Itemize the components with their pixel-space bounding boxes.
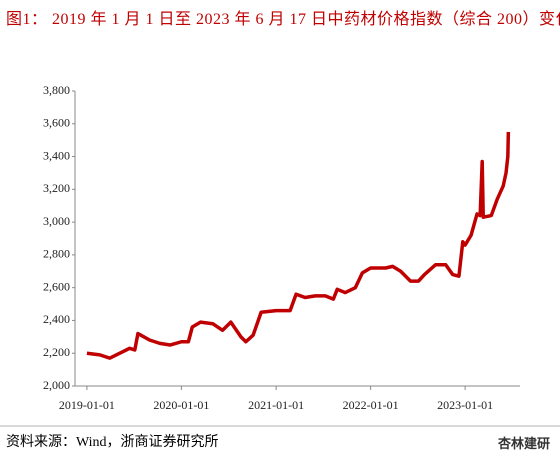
y-tick-label: 2,000 [43,378,70,392]
watermark: 杏林建研 [497,437,550,452]
y-tick-label: 3,600 [43,116,70,130]
x-tick-label: 2021-01-01 [248,398,304,412]
y-tick-label: 3,200 [43,181,70,195]
x-tick-label: 2023-01-01 [437,398,493,412]
y-tick-label: 3,000 [43,214,70,228]
x-tick-label: 2020-01-01 [153,398,209,412]
y-tick-label: 2,200 [43,345,70,359]
x-tick-label: 2022-01-01 [343,398,399,412]
y-tick-label: 3,400 [43,148,70,162]
chart-title: 图1： 2019 年 1 月 1 日至 2023 年 6 月 17 日中药材价格… [6,11,560,28]
x-tick-label: 2019-01-01 [59,398,115,412]
line [86,131,511,360]
source: 资料来源：Wind，浙商证券研究所 [6,435,219,450]
y-tick-label: 2,600 [43,279,70,293]
y-tick-label: 2,400 [43,312,70,326]
y-tick-label: 2,800 [43,247,70,261]
y-tick-label: 3,800 [43,83,70,97]
